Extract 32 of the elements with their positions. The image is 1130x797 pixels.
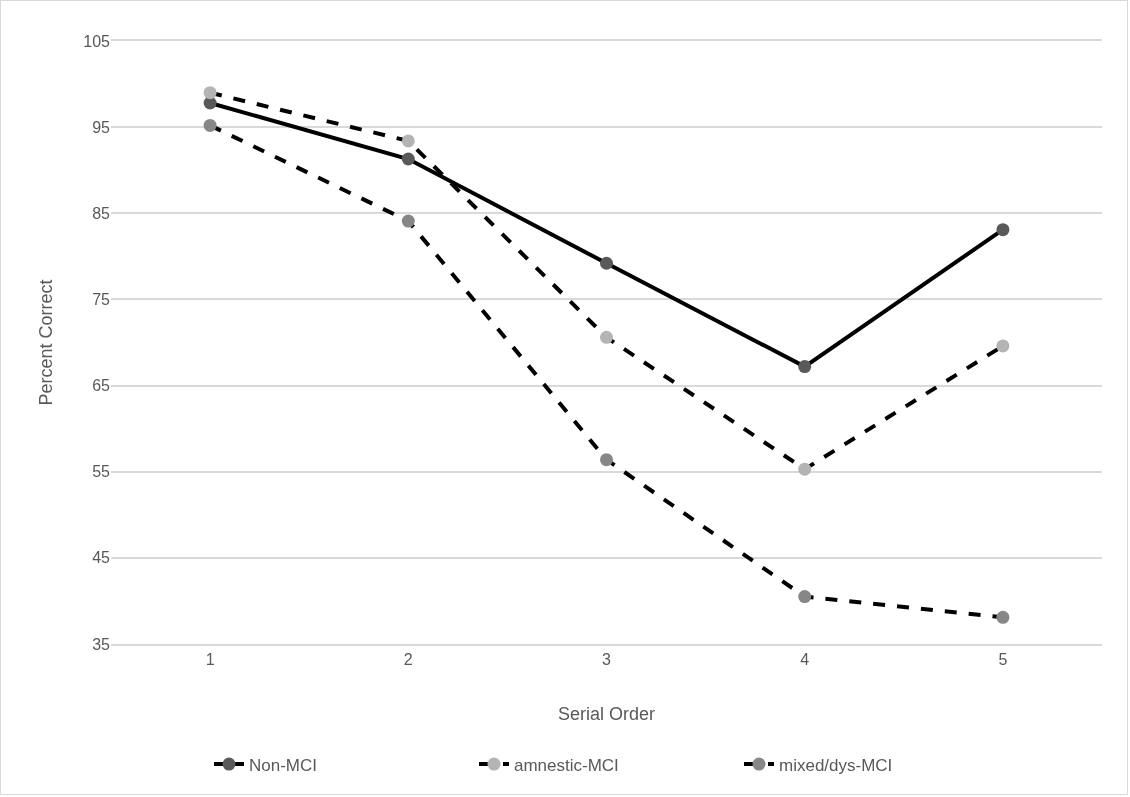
y-tick-label: 35	[92, 635, 111, 653]
y-tick-label: 55	[92, 463, 111, 481]
point	[203, 86, 217, 100]
legend-label: amnestic-MCI	[514, 755, 619, 775]
y-axis-title: Percent Correct	[36, 279, 57, 406]
point	[798, 590, 812, 604]
y-tick-label: 65	[92, 377, 111, 395]
point	[996, 223, 1010, 237]
x-axis-title: Serial Order	[557, 703, 656, 724]
point	[798, 360, 812, 374]
point	[401, 214, 415, 228]
x-tick-label: 1	[205, 650, 215, 668]
point	[996, 339, 1010, 353]
point	[798, 462, 812, 476]
point	[401, 134, 415, 148]
x-tick-label: 4	[800, 650, 810, 668]
point	[600, 330, 613, 344]
x-tick-label: 3	[602, 650, 612, 668]
x-tick-label: 2	[403, 650, 413, 668]
point	[996, 610, 1010, 624]
legend-label: mixed/dys-MCI	[779, 755, 893, 775]
y-tick-label: 105	[83, 32, 111, 50]
y-tick-label: 45	[92, 549, 111, 567]
x-tick-label: 5	[998, 650, 1008, 668]
y-tick-label: 85	[92, 204, 111, 222]
point	[401, 152, 415, 166]
point	[203, 118, 217, 132]
y-tick-label: 95	[92, 118, 111, 136]
point	[600, 256, 613, 270]
legend-label: Non-MCI	[249, 755, 318, 775]
point	[600, 453, 613, 467]
y-tick-label: 75	[92, 291, 111, 309]
